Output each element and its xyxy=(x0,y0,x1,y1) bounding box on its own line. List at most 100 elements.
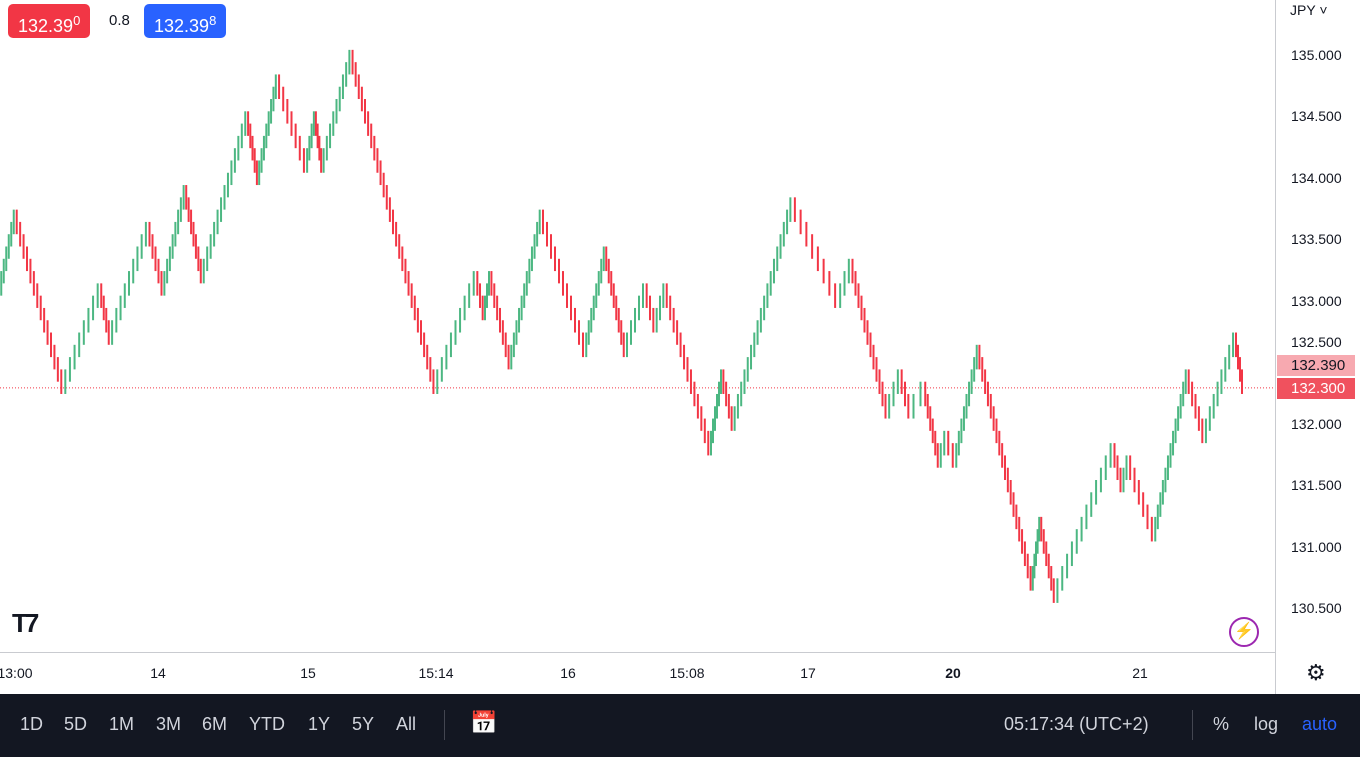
up-brick xyxy=(206,246,209,272)
up-brick xyxy=(310,123,313,149)
down-brick xyxy=(851,258,854,284)
down-brick xyxy=(995,418,998,444)
down-brick xyxy=(617,307,620,333)
range-1m[interactable]: 1M xyxy=(109,714,135,734)
up-brick xyxy=(839,283,842,308)
auto-toggle[interactable]: auto xyxy=(1302,714,1338,734)
down-brick xyxy=(376,148,379,173)
percent-toggle[interactable]: % xyxy=(1213,714,1230,734)
up-brick xyxy=(592,295,595,321)
price-chart[interactable] xyxy=(0,0,1275,652)
down-brick xyxy=(499,307,501,333)
down-brick xyxy=(251,135,254,161)
down-brick xyxy=(1187,369,1190,394)
up-brick xyxy=(237,135,240,161)
down-brick xyxy=(379,160,382,186)
down-brick xyxy=(984,369,987,394)
time-axis[interactable]: 13:00 14 15 15:14 16 15:08 17 20 21 xyxy=(0,652,1275,694)
up-brick xyxy=(202,258,205,284)
up-brick xyxy=(144,221,147,247)
down-brick xyxy=(476,271,479,296)
time-tick: 16 xyxy=(560,665,576,681)
up-brick xyxy=(454,320,457,345)
up-brick xyxy=(975,344,978,370)
up-brick xyxy=(7,234,10,259)
price-tick: 133.500 xyxy=(1291,231,1342,248)
up-brick xyxy=(955,443,958,468)
range-ytd[interactable]: YTD xyxy=(249,714,285,734)
down-brick xyxy=(793,197,796,222)
up-brick xyxy=(714,406,716,431)
down-brick xyxy=(294,123,297,149)
up-brick xyxy=(312,111,315,136)
up-brick xyxy=(96,283,99,308)
up-brick xyxy=(1177,406,1180,431)
up-brick xyxy=(538,209,541,235)
up-brick xyxy=(888,393,891,419)
range-all[interactable]: All xyxy=(396,714,417,734)
down-brick xyxy=(1150,516,1153,542)
down-brick xyxy=(1191,381,1194,407)
down-brick xyxy=(157,258,160,284)
up-brick xyxy=(533,234,536,259)
up-brick xyxy=(523,283,526,308)
down-brick xyxy=(854,271,857,296)
up-brick xyxy=(308,135,311,161)
down-brick xyxy=(1201,418,1204,444)
down-brick xyxy=(652,307,655,333)
settings-gear-icon[interactable]: ⚙ xyxy=(1306,660,1326,685)
down-brick xyxy=(1023,541,1026,567)
down-brick xyxy=(154,246,157,272)
down-brick xyxy=(1137,480,1140,505)
log-toggle[interactable]: log xyxy=(1254,714,1279,734)
date-range-calendar-icon[interactable]: 📅 xyxy=(470,710,498,735)
buy-price-badge[interactable]: 132.398 xyxy=(144,4,227,38)
down-brick xyxy=(102,295,105,321)
up-brick xyxy=(220,197,223,222)
up-brick xyxy=(776,246,779,272)
up-brick xyxy=(1164,467,1167,493)
range-6m[interactable]: 6M xyxy=(202,714,228,734)
down-brick xyxy=(50,332,52,358)
down-brick xyxy=(1237,344,1239,370)
down-brick xyxy=(416,307,419,333)
down-brick xyxy=(936,443,939,468)
down-brick xyxy=(689,369,692,394)
up-brick xyxy=(140,234,143,259)
bid-price: 132.39 xyxy=(18,16,74,36)
lightning-icon[interactable]: ⚡ xyxy=(1229,617,1259,647)
up-brick xyxy=(847,258,850,284)
down-brick xyxy=(1133,467,1136,493)
up-brick xyxy=(345,62,348,87)
down-brick xyxy=(649,295,651,321)
range-3m[interactable]: 3M xyxy=(156,714,182,734)
up-brick xyxy=(182,185,185,210)
range-5y[interactable]: 5Y xyxy=(352,714,375,734)
up-brick xyxy=(1224,357,1227,382)
range-1y[interactable]: 1Y xyxy=(308,714,331,734)
currency-selector[interactable]: JPY ˅ xyxy=(1290,2,1328,18)
price-tick: 133.000 xyxy=(1291,292,1342,309)
up-brick xyxy=(736,393,739,419)
down-brick xyxy=(1004,455,1006,481)
up-brick xyxy=(78,332,81,358)
up-brick xyxy=(272,86,275,112)
sell-price-badge[interactable]: 132.390 xyxy=(8,4,91,38)
up-brick xyxy=(240,123,243,149)
down-brick xyxy=(22,234,25,259)
clock-time[interactable]: 05:17:34 (UTC+2) xyxy=(1004,714,1149,734)
up-brick xyxy=(1125,455,1128,481)
up-brick xyxy=(943,430,946,456)
down-brick xyxy=(479,283,481,308)
down-brick xyxy=(615,295,618,321)
down-brick xyxy=(875,357,878,382)
down-brick xyxy=(1113,443,1116,468)
up-brick xyxy=(258,160,261,186)
up-brick xyxy=(213,221,216,247)
bid-pip: 0 xyxy=(73,13,81,28)
up-brick xyxy=(960,418,963,444)
up-brick xyxy=(115,307,118,333)
range-1d[interactable]: 1D xyxy=(20,714,44,734)
price-axis[interactable]: JPY ˅ 135.000 134.500 134.000 133.500 133.00… xyxy=(1275,0,1360,694)
range-5d[interactable]: 5D xyxy=(64,714,88,734)
